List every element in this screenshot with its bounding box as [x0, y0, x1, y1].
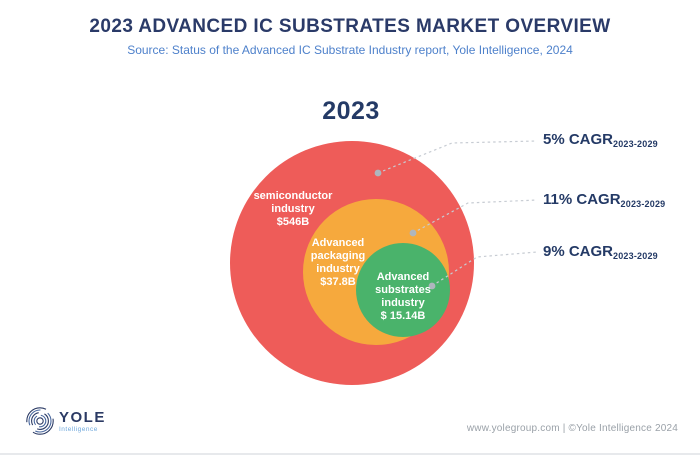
footer-credit: www.yolegroup.com | ©Yole Intelligence 2… [466, 423, 678, 434]
circle-value: $546B [276, 215, 310, 228]
yole-ripple-icon [26, 407, 54, 435]
circle-name: Advanced substrates industry [375, 271, 431, 309]
cagr-label-substrates: 9% CAGR2023-2029 [543, 243, 658, 261]
cagr-period: 2023-2029 [613, 139, 658, 149]
label-advanced-packaging-industry: Advanced packaging industry $37.8B [297, 237, 379, 289]
cagr-period: 2023-2029 [620, 199, 666, 209]
source-subtitle: Source: Status of the Advanced IC Substr… [127, 43, 573, 57]
cagr-period: 2023-2029 [613, 251, 658, 261]
cagr-value: 11% CAGR [543, 191, 621, 208]
label-semiconductor-industry: semiconductor industry $546B [233, 190, 353, 229]
circle-name: Advanced packaging industry [310, 237, 366, 275]
cagr-label-packaging: 11% CAGR2023-2029 [543, 191, 665, 209]
cagr-value: 5% CAGR [543, 131, 614, 148]
label-advanced-substrates-industry: Advanced substrates industry $ 15.14B [360, 271, 446, 323]
logo-name: YOLE [59, 408, 106, 426]
circle-name: semiconductor industry [253, 190, 333, 215]
cagr-label-semiconductor: 5% CAGR2023-2029 [543, 131, 658, 149]
circle-value: $ 15.14B [380, 309, 426, 322]
page-title: 2023 ADVANCED IC SUBSTRATES MARKET OVERV… [89, 16, 611, 37]
logo-subtitle: Intelligence [59, 425, 98, 433]
circle-value: $37.8B [320, 275, 356, 288]
chart-year-label: 2023 [322, 97, 380, 125]
yole-logo: YOLE Intelligence [26, 407, 106, 435]
cagr-value: 9% CAGR [543, 243, 614, 260]
